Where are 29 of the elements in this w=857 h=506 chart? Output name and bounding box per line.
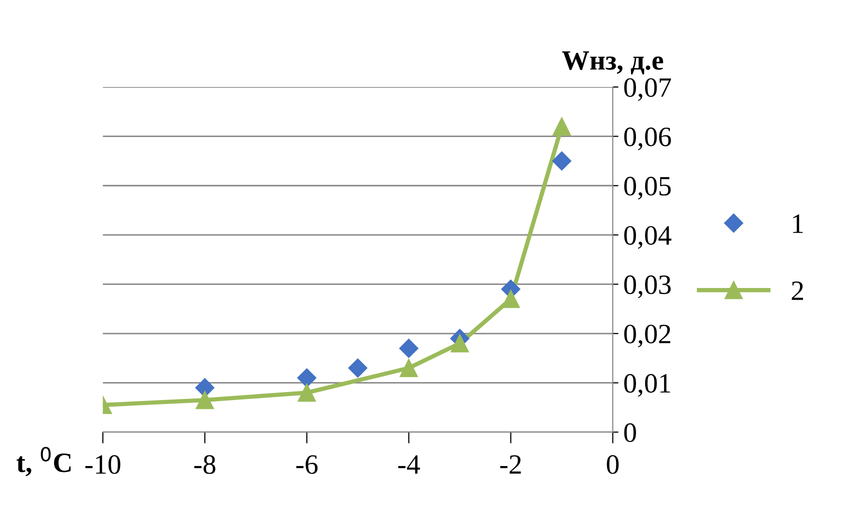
- x-tick-label: -2: [500, 455, 521, 474]
- y-tick-label: 0,02: [624, 324, 670, 348]
- x-tick-label: 0: [606, 455, 619, 474]
- x-tick-label: -8: [194, 455, 216, 474]
- x-tick-label: -6: [296, 455, 318, 474]
- point: [399, 338, 418, 358]
- y-tick-label: 0,04: [624, 226, 672, 249]
- x-tick-label: -4: [398, 455, 420, 474]
- legend-label: 1: [793, 214, 803, 233]
- x-axis-title: t, $^{0}$C: [16, 446, 71, 476]
- point: [348, 358, 368, 378]
- legend-label: 2: [792, 281, 803, 300]
- point: [400, 359, 418, 378]
- y-tick-label: 0,06: [624, 127, 671, 150]
- y-tick-label: 0,01: [624, 374, 670, 397]
- point: [552, 117, 571, 136]
- y-tick-label: 0,05: [624, 176, 671, 200]
- y-tick-label: 0,03: [624, 275, 671, 298]
- x-tick-label: -10: [85, 455, 120, 474]
- y-tick-label: 0: [624, 423, 636, 442]
- point: [297, 368, 316, 388]
- point: [196, 391, 214, 410]
- point: [298, 384, 316, 402]
- y-tick-label: 0,07: [624, 78, 671, 101]
- point: [450, 334, 469, 352]
- y-axis-title: Wнз, д.е: [562, 51, 664, 74]
- point: [552, 151, 572, 171]
- point: [195, 378, 214, 398]
- point: [502, 290, 520, 308]
